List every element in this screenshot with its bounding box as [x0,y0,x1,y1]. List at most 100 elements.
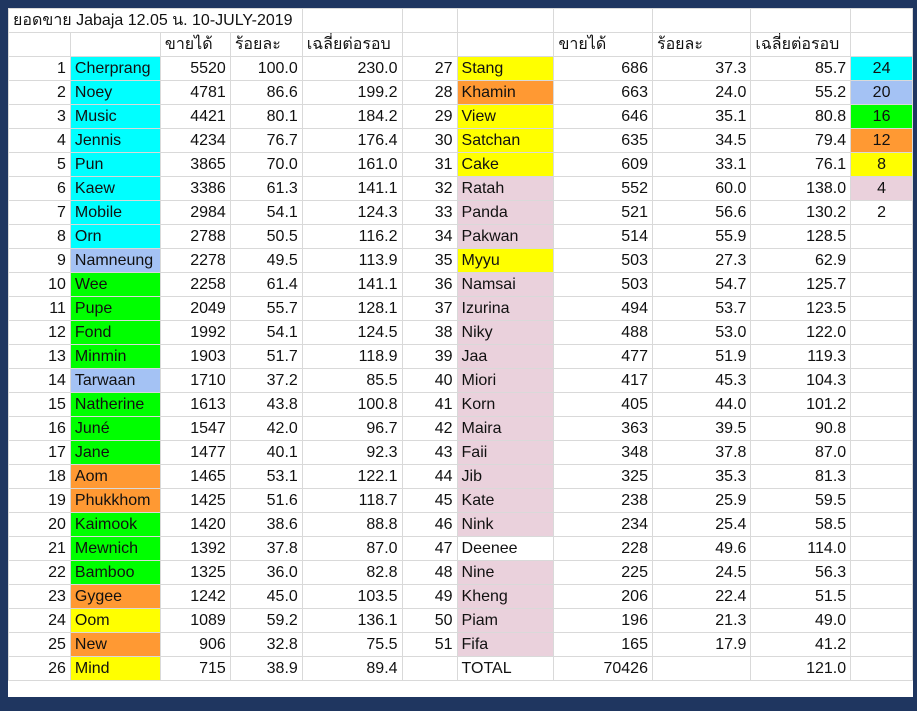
legend-cell[interactable]: 8 [850,152,913,177]
sales-cell[interactable]: 1089 [159,608,231,633]
sales-cell[interactable]: 1992 [159,320,231,345]
avg-cell[interactable]: 101.2 [750,392,852,417]
member-name-cell[interactable]: Cherprang [69,56,161,81]
member-name-cell[interactable]: Satchan [456,128,555,153]
rank-cell[interactable]: 23 [8,584,71,609]
empty-cell[interactable] [850,536,913,561]
sales-cell[interactable]: 1325 [159,560,231,585]
sales-cell[interactable]: 1903 [159,344,231,369]
legend-cell[interactable]: 20 [850,80,913,105]
sales-cell[interactable]: 363 [553,416,653,441]
member-name-cell[interactable]: Korn [456,392,555,417]
legend-cell[interactable]: 4 [850,176,913,201]
member-name-cell[interactable]: Panda [456,200,555,225]
percent-cell[interactable]: 27.3 [651,248,752,273]
sales-cell[interactable]: 1242 [159,584,231,609]
sales-cell[interactable]: 477 [553,344,653,369]
percent-cell[interactable]: 51.9 [651,344,752,369]
rank-cell[interactable]: 6 [8,176,71,201]
percent-cell[interactable]: 25.9 [651,488,752,513]
header-sales[interactable]: ขายได้ [159,32,231,57]
avg-cell[interactable]: 41.2 [750,632,852,657]
empty-cell[interactable] [850,416,913,441]
avg-cell[interactable]: 123.5 [750,296,852,321]
member-name-cell[interactable]: Pakwan [456,224,555,249]
sales-cell[interactable]: 521 [553,200,653,225]
percent-cell[interactable]: 24.5 [651,560,752,585]
sales-cell[interactable]: 663 [553,80,653,105]
rank-cell[interactable]: 46 [401,512,458,537]
avg-cell[interactable]: 55.2 [750,80,852,105]
sales-cell[interactable]: 225 [553,560,653,585]
rank-cell[interactable]: 12 [8,320,71,345]
percent-cell[interactable]: 33.1 [651,152,752,177]
avg-cell[interactable]: 161.0 [301,152,403,177]
rank-cell[interactable]: 13 [8,344,71,369]
sales-cell[interactable]: 4234 [159,128,231,153]
percent-cell[interactable]: 22.4 [651,584,752,609]
member-name-cell[interactable]: Noey [69,80,161,105]
empty-cell[interactable] [850,224,913,249]
rank-cell[interactable]: 36 [401,272,458,297]
member-name-cell[interactable]: Deenee [456,536,555,561]
member-name-cell[interactable]: Cake [456,152,555,177]
percent-cell[interactable]: 44.0 [651,392,752,417]
empty-cell[interactable] [850,560,913,585]
rank-cell[interactable]: 3 [8,104,71,129]
rank-cell[interactable]: 47 [401,536,458,561]
empty-cell[interactable] [850,8,913,33]
sales-cell[interactable]: 1465 [159,464,231,489]
sales-cell[interactable]: 635 [553,128,653,153]
sales-cell[interactable]: 1710 [159,368,231,393]
empty-cell[interactable] [750,8,852,33]
avg-cell[interactable]: 124.3 [301,200,403,225]
sales-cell[interactable]: 196 [553,608,653,633]
percent-cell[interactable]: 70.0 [229,152,303,177]
rank-cell[interactable]: 51 [401,632,458,657]
sales-cell[interactable]: 2258 [159,272,231,297]
member-name-cell[interactable]: Namsai [456,272,555,297]
empty-cell[interactable] [456,8,555,33]
percent-cell[interactable]: 86.6 [229,80,303,105]
avg-cell[interactable]: 76.1 [750,152,852,177]
total-label[interactable]: TOTAL [456,656,555,681]
avg-cell[interactable]: 136.1 [301,608,403,633]
avg-cell[interactable]: 62.9 [750,248,852,273]
rank-cell[interactable]: 33 [401,200,458,225]
empty-cell[interactable] [850,512,913,537]
empty-cell[interactable] [850,344,913,369]
avg-cell[interactable]: 176.4 [301,128,403,153]
member-name-cell[interactable]: Miori [456,368,555,393]
sales-cell[interactable]: 2984 [159,200,231,225]
member-name-cell[interactable]: Piam [456,608,555,633]
sales-cell[interactable]: 2049 [159,296,231,321]
sales-cell[interactable]: 1392 [159,536,231,561]
member-name-cell[interactable]: Ratah [456,176,555,201]
avg-cell[interactable]: 87.0 [301,536,403,561]
avg-cell[interactable]: 141.1 [301,272,403,297]
percent-cell[interactable]: 39.5 [651,416,752,441]
empty-cell[interactable] [850,488,913,513]
rank-cell[interactable]: 16 [8,416,71,441]
header-percent[interactable]: ร้อยละ [651,32,752,57]
avg-cell[interactable]: 138.0 [750,176,852,201]
sales-cell[interactable]: 1420 [159,512,231,537]
percent-cell[interactable]: 49.5 [229,248,303,273]
empty-cell[interactable] [401,656,458,681]
avg-cell[interactable]: 125.7 [750,272,852,297]
sales-cell[interactable]: 1477 [159,440,231,465]
avg-cell[interactable]: 128.5 [750,224,852,249]
percent-cell[interactable]: 35.3 [651,464,752,489]
sales-cell[interactable]: 1425 [159,488,231,513]
percent-cell[interactable]: 21.3 [651,608,752,633]
member-name-cell[interactable]: Namneung [69,248,161,273]
sales-cell[interactable]: 206 [553,584,653,609]
sales-cell[interactable]: 417 [553,368,653,393]
empty-cell[interactable] [850,272,913,297]
avg-cell[interactable]: 80.8 [750,104,852,129]
avg-cell[interactable]: 56.3 [750,560,852,585]
sales-cell[interactable]: 503 [553,248,653,273]
empty-cell[interactable] [850,320,913,345]
percent-cell[interactable]: 53.1 [229,464,303,489]
sales-cell[interactable]: 325 [553,464,653,489]
